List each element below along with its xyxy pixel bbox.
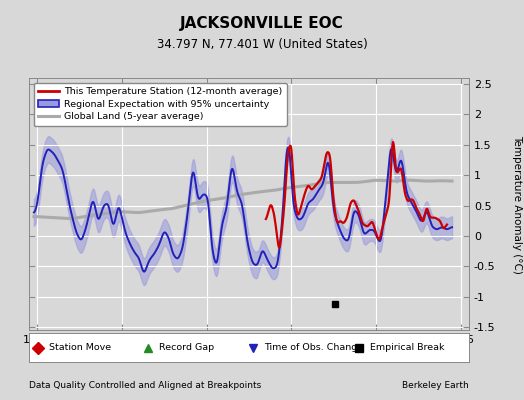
Y-axis label: Temperature Anomaly (°C): Temperature Anomaly (°C) bbox=[512, 134, 522, 274]
Legend: This Temperature Station (12-month average), Regional Expectation with 95% uncer: This Temperature Station (12-month avera… bbox=[34, 83, 287, 126]
Text: JACKSONVILLE EOC: JACKSONVILLE EOC bbox=[180, 16, 344, 31]
Text: Time of Obs. Change: Time of Obs. Change bbox=[264, 343, 364, 352]
Text: Record Gap: Record Gap bbox=[159, 343, 214, 352]
Text: Data Quality Controlled and Aligned at Breakpoints: Data Quality Controlled and Aligned at B… bbox=[29, 381, 261, 390]
Text: Station Move: Station Move bbox=[49, 343, 111, 352]
Text: Berkeley Earth: Berkeley Earth bbox=[402, 381, 469, 390]
Text: Empirical Break: Empirical Break bbox=[370, 343, 444, 352]
Text: 34.797 N, 77.401 W (United States): 34.797 N, 77.401 W (United States) bbox=[157, 38, 367, 51]
